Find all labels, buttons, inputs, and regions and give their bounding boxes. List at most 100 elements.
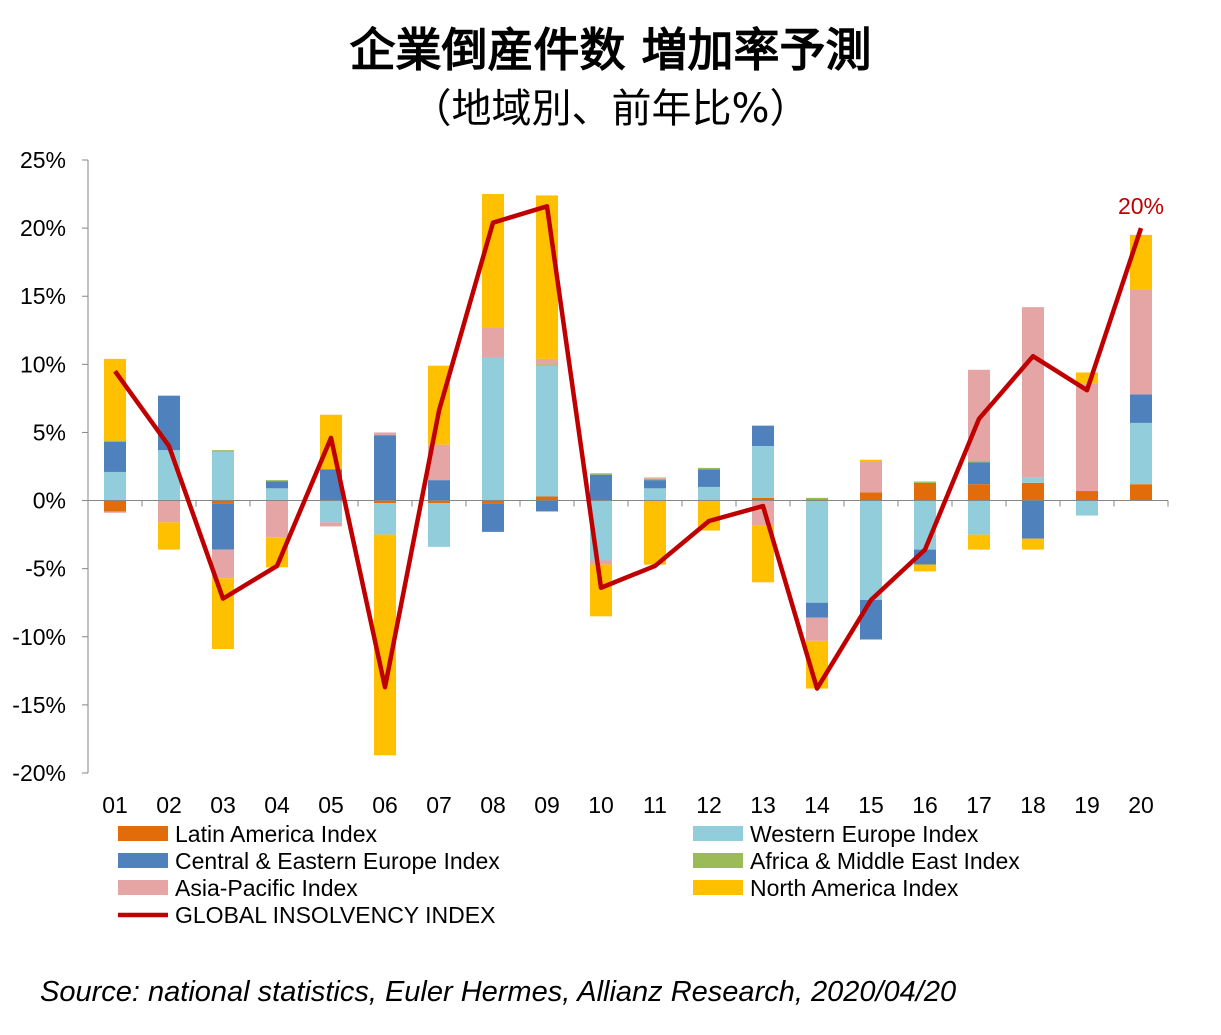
- bar-segment-02-s2: [158, 396, 180, 450]
- y-tick-label: 10%: [20, 351, 66, 377]
- x-tick-label: 19: [1074, 792, 1100, 818]
- bar-segment-14-s1: [806, 501, 828, 603]
- x-tick-label: 09: [534, 792, 560, 818]
- bar-segment-14-s3: [806, 498, 828, 499]
- bar-segment-18-s4: [1022, 307, 1044, 477]
- x-tick-label: 14: [804, 792, 830, 818]
- x-tick-label: 03: [210, 792, 236, 818]
- x-tick-label: 18: [1020, 792, 1046, 818]
- bar-segment-04-s3: [266, 480, 288, 481]
- bar-segment-12-s3: [698, 468, 720, 469]
- y-tick-label: -20%: [12, 760, 66, 786]
- bar-segment-09-s0: [536, 496, 558, 500]
- bar-segment-04-s2: [266, 481, 288, 488]
- legend-label-s5: North America Index: [750, 875, 959, 901]
- source-note: Source: national statistics, Euler Herme…: [40, 976, 956, 1009]
- bar-segment-06-s2: [374, 435, 396, 500]
- legend-swatch-s3: [693, 853, 743, 868]
- x-tick-label: 15: [858, 792, 884, 818]
- bar-segment-05-s4: [320, 522, 342, 526]
- bar-segment-06-s4: [374, 432, 396, 435]
- bar-segment-16-s0: [914, 483, 936, 501]
- y-tick-label: 0%: [33, 488, 66, 514]
- bar-segment-11-s5: [644, 501, 666, 565]
- y-tick-label: -5%: [25, 556, 66, 582]
- y-tick-label: 5%: [33, 419, 66, 445]
- x-tick-label: 08: [480, 792, 506, 818]
- x-tick-label: 06: [372, 792, 398, 818]
- bar-segment-19-s0: [1076, 491, 1098, 501]
- bar-segment-20-s0: [1130, 484, 1152, 500]
- bar-segment-01-s0: [104, 501, 126, 512]
- legend-label-s3: Africa & Middle East Index: [750, 848, 1020, 874]
- bar-segment-05-s1: [320, 501, 342, 523]
- bar-segment-17-s3: [968, 461, 990, 462]
- legend-label-s4: Asia-Pacific Index: [175, 875, 358, 901]
- stacked-bar-line-chart: 25%20%15%10%5%0%-5%-10%-15%-20%01 02 03 04 0…: [0, 0, 1221, 975]
- x-tick-label: 17: [966, 792, 992, 818]
- bar-segment-01-s1: [104, 472, 126, 501]
- bar-segment-07-s2: [428, 480, 450, 500]
- bar-segment-13-s2: [752, 426, 774, 446]
- bar-segment-04-s4: [266, 501, 288, 538]
- bar-segment-02-s1: [158, 450, 180, 500]
- bar-segment-12-s2: [698, 469, 720, 487]
- bar-segment-18-s1: [1022, 477, 1044, 482]
- bar-segment-20-s1: [1130, 423, 1152, 484]
- legend-swatch-s0: [118, 826, 168, 841]
- bar-segment-10-s3: [590, 473, 612, 474]
- bar-segment-08-s2: [482, 503, 504, 532]
- bar-segment-03-s3: [212, 450, 234, 451]
- bar-segment-14-s2: [806, 603, 828, 618]
- bar-segment-18-s2: [1022, 501, 1044, 539]
- legend-label-s1: Western Europe Index: [750, 821, 979, 847]
- x-tick-label: 04: [264, 792, 290, 818]
- bar-segment-18-s0: [1022, 483, 1044, 501]
- x-tick-label: 05: [318, 792, 344, 818]
- bar-segment-14-s4: [806, 618, 828, 641]
- x-tick-label: 11: [643, 792, 667, 818]
- bar-segment-16-s5: [914, 565, 936, 572]
- bar-segment-06-s1: [374, 503, 396, 534]
- bar-segment-10-s2: [590, 475, 612, 501]
- x-tick-label: 12: [696, 792, 722, 818]
- bar-segment-19-s4: [1076, 383, 1098, 491]
- y-tick-label: -15%: [12, 692, 66, 718]
- bar-segment-16-s3: [914, 481, 936, 482]
- y-tick-label: 25%: [20, 147, 66, 173]
- legend-swatch-s5: [693, 880, 743, 895]
- bar-segment-03-s2: [212, 503, 234, 549]
- legend-label-line: GLOBAL INSOLVENCY INDEX: [175, 902, 495, 928]
- bar-segment-08-s5: [482, 194, 504, 327]
- bar-segment-09-s4: [536, 359, 558, 364]
- bar-segment-11-s2: [644, 480, 666, 488]
- bar-segment-17-s0: [968, 484, 990, 500]
- bar-segment-17-s2: [968, 462, 990, 484]
- x-tick-label: 13: [750, 792, 776, 818]
- bar-segment-13-s1: [752, 446, 774, 498]
- bar-segment-03-s1: [212, 452, 234, 501]
- bar-segment-09-s3: [536, 364, 558, 365]
- bar-segment-11-s3: [644, 479, 666, 480]
- bar-segment-20-s2: [1130, 394, 1152, 423]
- legend-swatch-s2: [118, 853, 168, 868]
- x-tick-label: 10: [588, 792, 614, 818]
- bar-segment-20-s5: [1130, 235, 1152, 289]
- legend-label-s2: Central & Eastern Europe Index: [175, 848, 500, 874]
- annotation-20pct: 20%: [1118, 193, 1164, 219]
- bar-segment-10-s4: [590, 560, 612, 564]
- x-tick-label: 16: [912, 792, 938, 818]
- bar-segment-11-s1: [644, 488, 666, 500]
- bar-segment-15-s0: [860, 492, 882, 500]
- legend-swatch-s4: [118, 880, 168, 895]
- bar-segment-15-s4: [860, 461, 882, 492]
- y-tick-label: -10%: [12, 624, 66, 650]
- bar-segment-19-s1: [1076, 501, 1098, 516]
- bar-segment-20-s4: [1130, 289, 1152, 394]
- bar-segment-01-s3: [104, 441, 126, 442]
- bar-segment-08-s4: [482, 328, 504, 358]
- bar-segment-17-s5: [968, 535, 990, 550]
- x-tick-label: 07: [426, 792, 452, 818]
- bar-segment-01-s4: [104, 511, 126, 512]
- bar-segment-15-s1: [860, 501, 882, 600]
